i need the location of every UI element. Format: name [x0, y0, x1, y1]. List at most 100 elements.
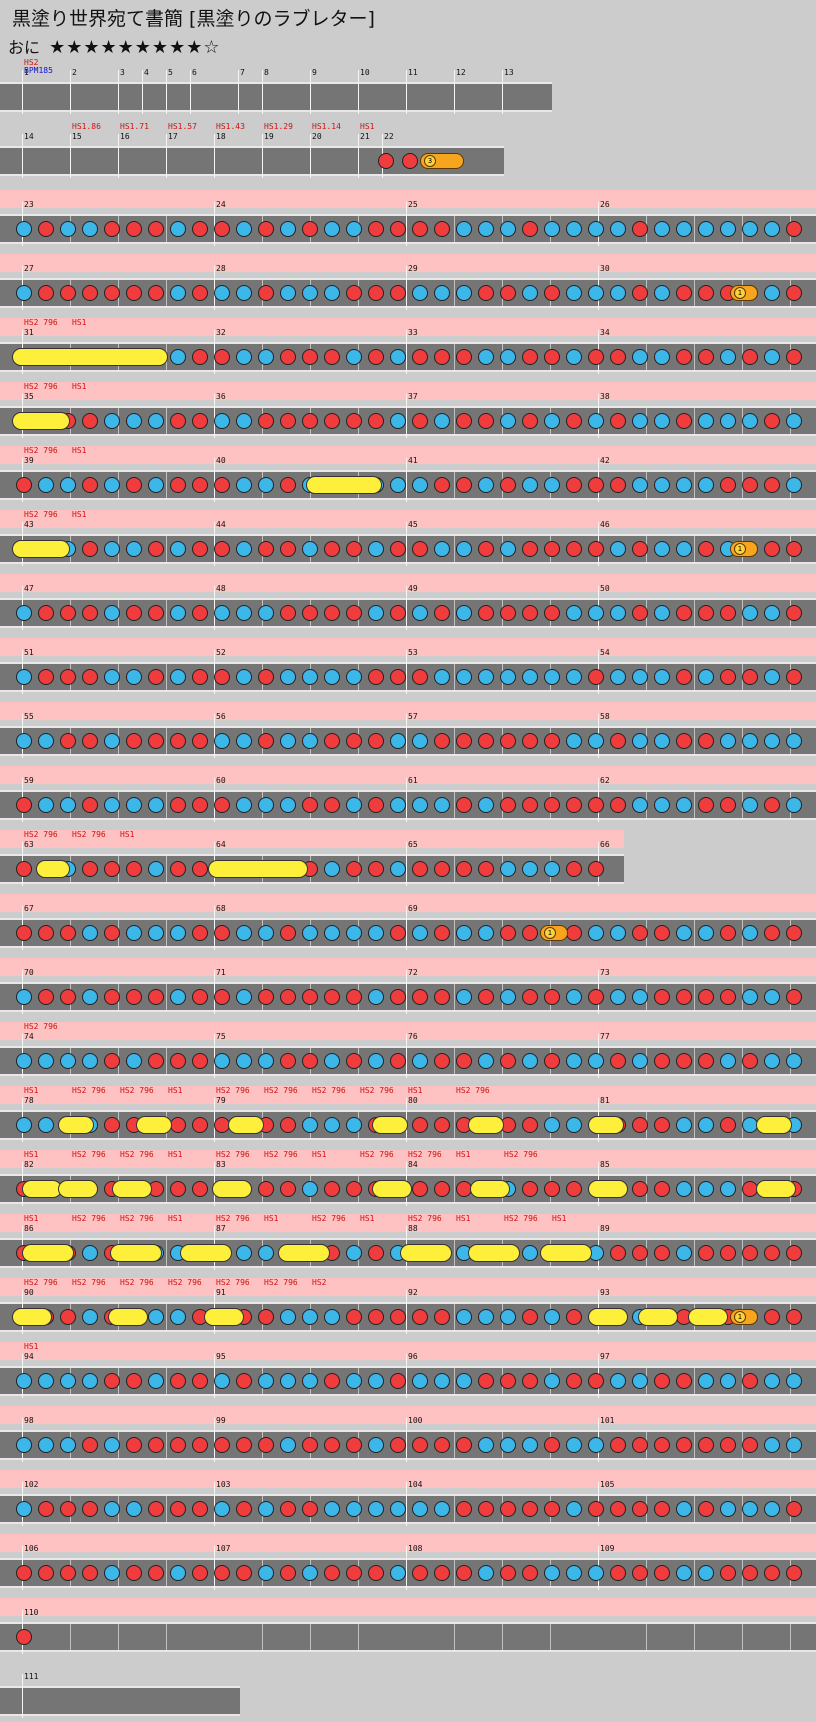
- ka-note: [148, 797, 164, 813]
- don-note: [500, 285, 516, 301]
- don-note: [192, 1565, 208, 1581]
- don-note: [258, 413, 274, 429]
- chart-row: 110: [0, 1598, 816, 1658]
- ka-note: [38, 797, 54, 813]
- hs-label: HS1: [72, 318, 87, 327]
- hs-band: [0, 1150, 816, 1168]
- ka-note: [302, 1373, 318, 1389]
- don-note: [654, 1053, 670, 1069]
- ka-note: [764, 1373, 780, 1389]
- don-note: [610, 413, 626, 429]
- ka-note: [302, 1181, 318, 1197]
- ka-note: [280, 669, 296, 685]
- ka-note: [170, 989, 186, 1005]
- don-note: [742, 1373, 758, 1389]
- ka-note: [412, 605, 428, 621]
- ka-note: [170, 1309, 186, 1325]
- ka-note: [390, 477, 406, 493]
- beat-line: [694, 792, 695, 818]
- ka-note: [478, 1437, 494, 1453]
- don-note: [456, 733, 472, 749]
- don-note: [478, 413, 494, 429]
- don-note: [500, 797, 516, 813]
- don-note: [82, 413, 98, 429]
- ka-note: [214, 1501, 230, 1517]
- ka-note: [786, 797, 802, 813]
- measure-number: 41: [408, 456, 418, 465]
- hs-label: HS2 796: [24, 1022, 58, 1031]
- don-note: [324, 1181, 340, 1197]
- hs-label: HS2 796: [504, 1214, 538, 1223]
- drumroll-note: [372, 1180, 412, 1198]
- ka-note: [456, 669, 472, 685]
- don-note: [676, 733, 692, 749]
- beat-line: [694, 728, 695, 754]
- ka-note: [500, 413, 516, 429]
- don-note: [764, 1245, 780, 1261]
- drumroll-note: [36, 860, 70, 878]
- ka-note: [236, 477, 252, 493]
- hs-band: [0, 894, 816, 912]
- don-note: [170, 1501, 186, 1517]
- ka-note: [16, 989, 32, 1005]
- don-note: [148, 1053, 164, 1069]
- ka-note: [104, 477, 120, 493]
- ka-note: [346, 221, 362, 237]
- don-note: [378, 153, 394, 169]
- measure-number: 84: [408, 1160, 418, 1169]
- beat-line: [742, 1624, 743, 1650]
- don-note: [632, 605, 648, 621]
- measure-number: 111: [24, 1672, 39, 1681]
- ka-note: [676, 1245, 692, 1261]
- don-note: [280, 1117, 296, 1133]
- chart-row: 67 68 69 1: [0, 894, 816, 954]
- bar-line: [118, 134, 119, 178]
- don-note: [236, 1373, 252, 1389]
- beat-line: [454, 600, 455, 626]
- note-lane: [0, 82, 552, 112]
- ka-note: [676, 541, 692, 557]
- ka-note: [104, 669, 120, 685]
- don-note: [434, 733, 450, 749]
- measure-number: 37: [408, 392, 418, 401]
- beat-line: [454, 984, 455, 1010]
- beat-line: [166, 1432, 167, 1458]
- chart-row: 39 40 41 42 HS2 796 HS1: [0, 446, 816, 506]
- beat-line: [166, 920, 167, 946]
- don-note: [434, 989, 450, 1005]
- ka-note: [654, 413, 670, 429]
- don-note: [676, 413, 692, 429]
- measure-number: 14: [24, 132, 34, 141]
- ka-note: [742, 989, 758, 1005]
- don-note: [588, 1373, 604, 1389]
- don-note: [126, 1437, 142, 1453]
- drumroll-note: [208, 860, 308, 878]
- don-note: [390, 221, 406, 237]
- don-note: [148, 541, 164, 557]
- beat-line: [694, 664, 695, 690]
- don-note: [786, 541, 802, 557]
- don-note: [170, 1437, 186, 1453]
- measure-number: 54: [600, 648, 610, 657]
- ka-note: [60, 797, 76, 813]
- don-note: [192, 1373, 208, 1389]
- hs-label: HS1: [264, 1214, 279, 1223]
- hs-band: [0, 830, 624, 848]
- ka-note: [280, 1373, 296, 1389]
- don-note: [456, 1501, 472, 1517]
- beat-line: [70, 1624, 71, 1650]
- don-note: [632, 541, 648, 557]
- ka-note: [478, 1053, 494, 1069]
- don-note: [60, 605, 76, 621]
- ka-note: [764, 285, 780, 301]
- don-note: [236, 1437, 252, 1453]
- bar-line: [406, 266, 407, 310]
- ka-note: [654, 221, 670, 237]
- measure-number: 15: [72, 132, 82, 141]
- don-note: [500, 1565, 516, 1581]
- don-note: [654, 1117, 670, 1133]
- don-note: [478, 989, 494, 1005]
- measure-number: 23: [24, 200, 34, 209]
- hs-label: HS1: [72, 382, 87, 391]
- beat-line: [790, 1624, 791, 1650]
